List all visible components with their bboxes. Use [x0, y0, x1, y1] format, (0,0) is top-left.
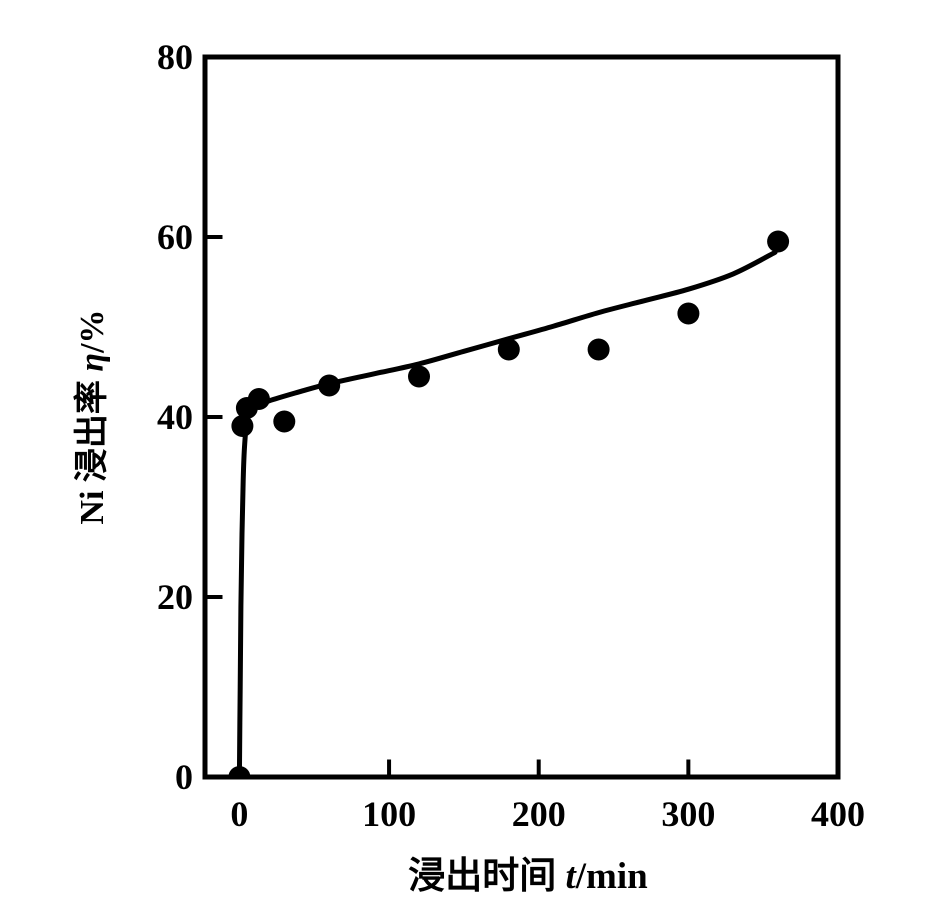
x-tick-label: 300 — [661, 794, 715, 834]
fit-curve-layer — [236, 249, 778, 777]
y-tick-label: 60 — [157, 217, 193, 257]
fit-curve — [236, 249, 778, 777]
plot-frame — [202, 54, 841, 780]
x-axis-title-suffix: /min — [575, 856, 648, 897]
y-axis-title-symbol-eta: η — [74, 353, 111, 372]
data-point — [767, 230, 790, 253]
data-point — [273, 410, 296, 433]
data-point — [247, 388, 270, 410]
data-point — [497, 338, 520, 361]
y-axis-title: Ni 浸出率 η/% — [73, 309, 111, 524]
y-axis-title-prefix: Ni 浸出率 — [73, 372, 111, 525]
y-tick-label: 80 — [157, 37, 193, 77]
tick-labels-layer: 0 20 40 60 80 0 100 200 300 400 — [157, 37, 865, 834]
axis-ticks-layer — [207, 235, 691, 775]
data-point — [587, 338, 610, 361]
x-axis-title-prefix: 浸出时间 — [408, 855, 565, 897]
y-tick-label: 0 — [175, 757, 193, 797]
data-point — [408, 365, 430, 388]
data-point — [677, 302, 700, 325]
x-tick-label: 200 — [512, 794, 566, 834]
y-tick-label: 20 — [157, 577, 193, 617]
data-point — [231, 415, 254, 437]
y-tick-label: 40 — [157, 397, 193, 437]
data-point — [318, 374, 341, 397]
data-points-layer — [228, 230, 790, 777]
x-axis-title: 浸出时间 t/min — [408, 855, 648, 897]
x-axis-title-symbol-t: t — [566, 856, 578, 897]
plot-frame-layer — [202, 54, 841, 780]
x-tick-label: 100 — [362, 794, 416, 834]
y-axis-title-suffix: /% — [74, 309, 111, 353]
x-tick-label: 0 — [230, 794, 248, 834]
x-tick-label: 400 — [811, 794, 865, 834]
